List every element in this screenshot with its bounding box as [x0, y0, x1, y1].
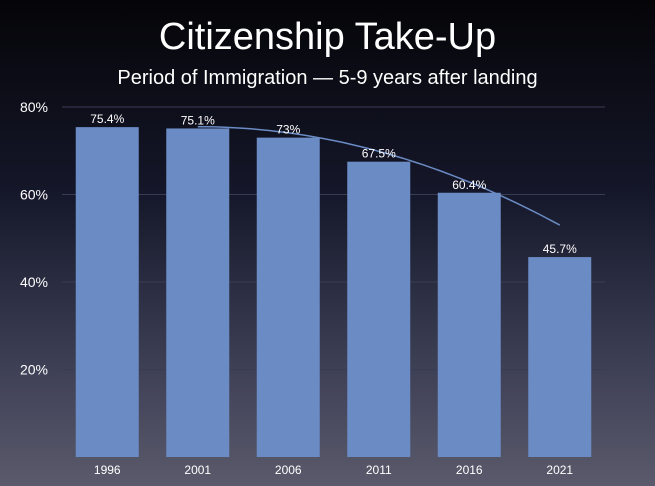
- y-tick-label: 20%: [20, 362, 48, 378]
- x-tick-label: 2001: [184, 463, 211, 477]
- data-label: 73%: [276, 123, 300, 137]
- y-tick-label: 80%: [20, 99, 48, 115]
- y-tick-label: 40%: [20, 274, 48, 290]
- data-label: 60.4%: [452, 178, 486, 192]
- y-axis: 20% 40% 60% 80%: [20, 99, 48, 378]
- data-label: 75.4%: [90, 112, 124, 126]
- grid-lines: [62, 106, 605, 370]
- trendline-curve: [197, 125, 561, 226]
- bars: [75, 127, 592, 457]
- x-tick-label: 2021: [546, 463, 573, 477]
- bar-2006: [256, 137, 320, 457]
- bar-2001: [166, 128, 230, 457]
- y-tick-label: 60%: [20, 187, 48, 203]
- data-label: 67.5%: [362, 147, 396, 161]
- bar-1996: [75, 127, 139, 457]
- chart-subtitle: Period of Immigration — 5-9 years after …: [117, 67, 538, 89]
- x-tick-label: 2011: [366, 463, 392, 477]
- data-labels: 75.4% 75.1% 73% 67.5% 60.4% 45.7%: [90, 112, 577, 256]
- chart-title: Citizenship Take-Up: [158, 16, 497, 58]
- x-tick-label: 2016: [456, 463, 483, 477]
- bar-2016: [437, 192, 501, 457]
- bar-2011: [347, 161, 411, 457]
- data-label: 45.7%: [543, 242, 577, 256]
- x-axis: 1996 2001 2006 2011 2016 2021: [94, 463, 574, 477]
- bar-2021: [528, 257, 592, 457]
- data-label: 75.1%: [181, 113, 215, 127]
- x-tick-label: 2006: [275, 463, 302, 477]
- x-tick-label: 1996: [94, 463, 121, 477]
- trendline: [197, 125, 561, 226]
